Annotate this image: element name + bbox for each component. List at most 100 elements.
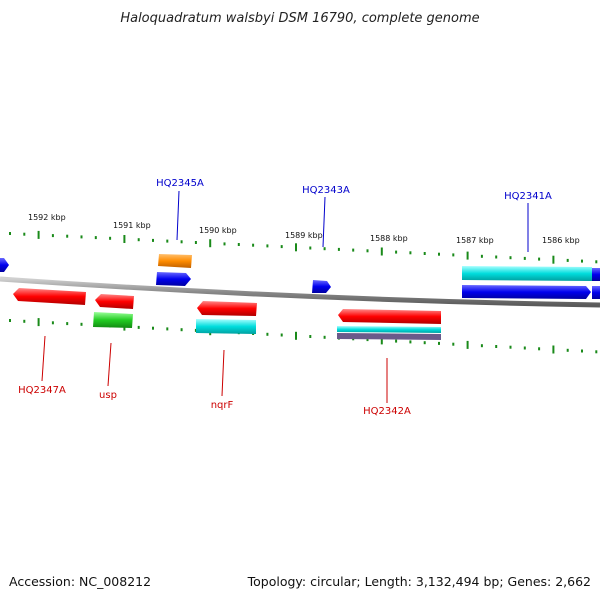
reverse-minor-tick <box>595 350 598 354</box>
forward-minor-tick <box>252 243 255 247</box>
reverse-minor-tick <box>51 321 54 325</box>
reverse-minor-tick <box>523 346 526 350</box>
forward-minor-tick <box>51 234 54 238</box>
forward-minor-tick <box>9 232 11 235</box>
forward-major-tick <box>123 235 126 243</box>
gene-arrow-reverse[interactable] <box>338 309 441 324</box>
reverse-major-tick <box>37 318 40 327</box>
map-title: Haloquadratum walsbyi DSM 16790, complet… <box>120 11 479 26</box>
reverse-minor-tick <box>152 326 154 330</box>
forward-minor-tick <box>395 250 398 254</box>
gene-block-forward[interactable] <box>158 254 192 268</box>
forward-minor-tick <box>223 242 226 246</box>
reverse-minor-tick <box>280 333 283 337</box>
coordinate-label: 1591 kbp <box>113 221 151 230</box>
reverse-major-tick <box>380 336 383 345</box>
gene-label-reverse[interactable]: nqrF <box>211 400 234 411</box>
reverse-minor-tick <box>495 345 498 348</box>
reverse-minor-tick <box>423 341 426 345</box>
forward-major-tick <box>466 251 469 260</box>
gene-block-forward[interactable] <box>592 268 600 281</box>
coordinate-label: 1590 kbp <box>199 226 237 235</box>
forward-minor-tick <box>595 260 598 264</box>
gene-label-forward[interactable]: HQ2345A <box>156 178 204 189</box>
gene-arrow-forward[interactable] <box>312 280 331 293</box>
coordinate-label: 1592 kbp <box>28 213 66 222</box>
forward-minor-tick <box>566 258 569 262</box>
gene-arrow-reverse[interactable] <box>197 301 257 316</box>
reverse-minor-tick <box>194 328 197 332</box>
genome-backbone <box>0 276 600 308</box>
leader-lines <box>41 190 529 403</box>
gene-label-reverse[interactable]: HQ2342A <box>363 406 411 417</box>
forward-tick-row <box>9 230 598 264</box>
genome-stats-text: Topology: circular; Length: 3,132,494 bp… <box>247 574 591 589</box>
gene-arrow-forward[interactable] <box>0 258 9 272</box>
coordinate-label: 1587 kbp <box>456 236 494 245</box>
forward-minor-tick <box>137 238 140 242</box>
gene-block-reverse[interactable] <box>196 319 256 334</box>
forward-minor-tick <box>237 243 240 246</box>
gene-arrow-reverse[interactable] <box>95 294 134 309</box>
forward-major-tick <box>295 243 297 252</box>
reverse-minor-tick <box>80 322 83 326</box>
reverse-minor-tick <box>480 344 483 348</box>
forward-minor-tick <box>109 236 112 240</box>
gene-block-reverse[interactable] <box>337 333 441 340</box>
gene-arrow-forward[interactable] <box>156 272 191 286</box>
forward-minor-tick <box>280 245 283 249</box>
forward-minor-tick <box>509 256 512 260</box>
reverse-minor-tick <box>438 341 440 345</box>
leader-line-reverse <box>221 349 225 397</box>
forward-minor-tick <box>323 247 326 251</box>
forward-minor-tick <box>495 255 498 259</box>
gene-label-reverse[interactable]: usp <box>99 390 117 401</box>
forward-major-tick <box>209 239 212 248</box>
reverse-minor-tick <box>166 327 169 331</box>
forward-minor-tick <box>409 251 412 255</box>
gene-block-forward[interactable] <box>462 266 592 281</box>
forward-minor-tick <box>80 235 83 239</box>
forward-minor-tick <box>266 244 269 248</box>
gene-label-reverse[interactable]: HQ2347A <box>18 385 66 396</box>
gene-block-forward[interactable] <box>592 286 600 299</box>
gene-label-forward[interactable]: HQ2341A <box>504 191 552 202</box>
forward-minor-tick <box>581 259 583 263</box>
forward-major-tick <box>552 255 555 264</box>
accession-text: Accession: NC_008212 <box>9 574 151 589</box>
forward-minor-tick <box>180 240 183 244</box>
forward-minor-tick <box>352 248 355 252</box>
forward-minor-tick <box>538 257 541 261</box>
reverse-minor-tick <box>66 322 69 326</box>
forward-minor-tick <box>523 256 526 260</box>
forward-minor-tick <box>423 252 426 255</box>
leader-line-reverse <box>41 335 46 382</box>
reverse-minor-tick <box>452 342 455 346</box>
leader-line-forward <box>322 196 326 248</box>
gene-arrow-reverse[interactable] <box>13 288 86 305</box>
forward-minor-tick <box>480 254 483 258</box>
reverse-minor-tick <box>9 319 11 322</box>
coordinate-label: 1589 kbp <box>285 231 323 240</box>
forward-minor-tick <box>438 252 440 256</box>
gene-label-forward[interactable]: HQ2343A <box>302 185 350 196</box>
forward-minor-tick <box>23 232 26 236</box>
gene-block-reverse[interactable] <box>93 312 133 328</box>
reverse-major-tick <box>466 340 469 349</box>
forward-minor-tick <box>166 239 169 243</box>
reverse-minor-tick <box>266 332 269 336</box>
reverse-minor-tick <box>395 339 398 343</box>
reverse-minor-tick <box>538 347 541 351</box>
reverse-minor-tick <box>323 335 326 339</box>
forward-minor-tick <box>152 238 154 242</box>
gene-arrow-forward[interactable] <box>462 285 591 299</box>
forward-minor-tick <box>309 246 312 250</box>
forward-minor-tick <box>366 249 369 253</box>
gene-block-reverse[interactable] <box>337 326 441 333</box>
forward-minor-tick <box>94 236 97 240</box>
reverse-minor-tick <box>366 338 369 342</box>
reverse-genes <box>13 288 441 340</box>
leader-line-reverse <box>107 342 112 387</box>
reverse-minor-tick <box>581 349 583 353</box>
